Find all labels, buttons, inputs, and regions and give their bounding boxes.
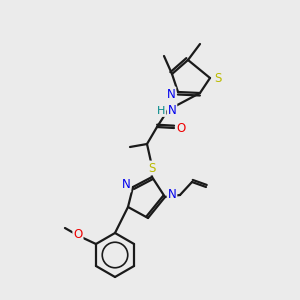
Text: H: H [157,106,165,116]
Text: N: N [167,88,176,100]
Text: N: N [168,188,176,202]
Text: O: O [73,229,83,242]
Text: N: N [122,178,130,191]
Text: O: O [176,122,186,134]
Text: S: S [214,71,222,85]
Text: N: N [168,104,176,118]
Text: S: S [148,161,156,175]
